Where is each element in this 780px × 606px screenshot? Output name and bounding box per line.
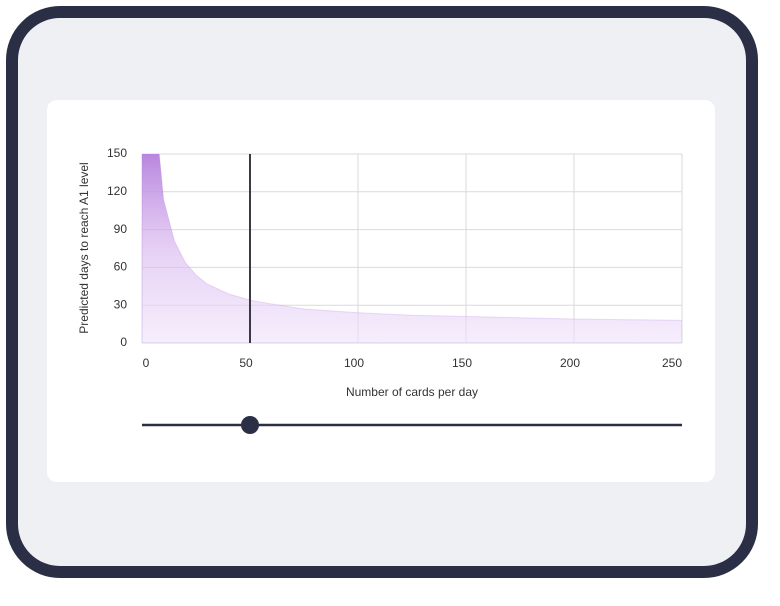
x-axis-label: Number of cards per day	[346, 385, 478, 399]
x-tick-label: 50	[239, 356, 253, 370]
y-tick-label: 90	[114, 222, 128, 236]
x-tick-label: 200	[560, 356, 580, 370]
card	[47, 100, 715, 482]
y-tick-label: 0	[120, 335, 127, 349]
area	[142, 154, 682, 343]
y-axis-label: Predicted days to reach A1 level	[77, 162, 91, 333]
x-tick-label: 150	[452, 356, 472, 370]
x-tick-label: 100	[344, 356, 364, 370]
y-tick-label: 30	[114, 297, 128, 311]
y-tick-label: 120	[107, 184, 127, 198]
x-tick-label: 0	[143, 356, 150, 370]
x-tick-label: 250	[662, 356, 682, 370]
slider-knob[interactable]	[241, 416, 259, 434]
y-tick-label: 60	[114, 260, 128, 274]
y-tick-label: 150	[107, 146, 127, 160]
